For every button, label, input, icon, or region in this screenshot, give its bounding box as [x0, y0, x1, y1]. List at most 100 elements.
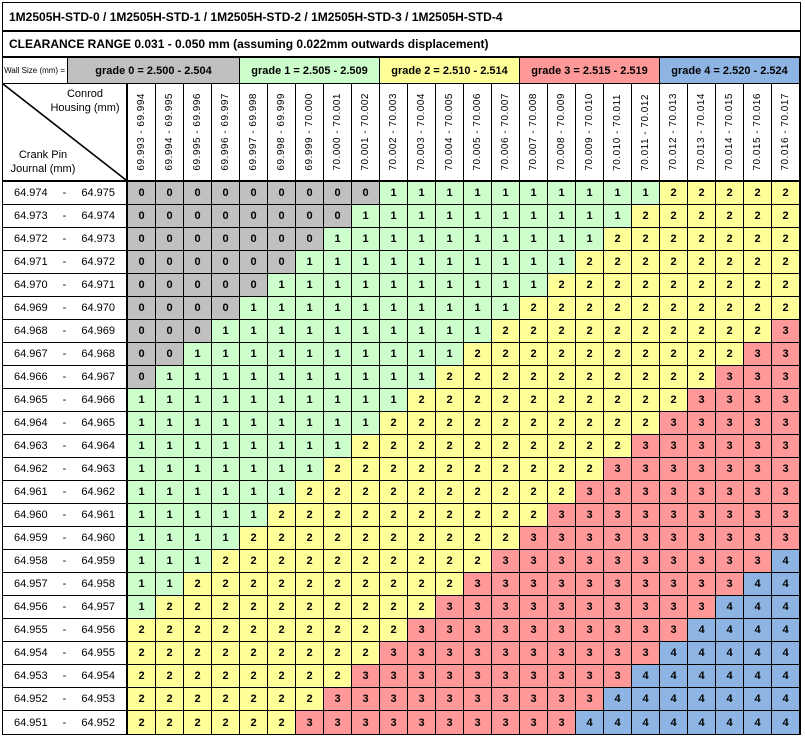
grade-cell: 4 [688, 619, 716, 641]
grade-cell: 1 [212, 366, 240, 388]
grade-cell: 4 [688, 642, 716, 664]
grade-cell: 1 [268, 297, 296, 319]
grade-cell: 2 [268, 504, 296, 526]
grade-cell: 2 [156, 711, 184, 734]
grade-cell: 2 [128, 665, 156, 687]
grade-cell: 0 [268, 228, 296, 250]
row-label: 64.962-64.963 [3, 458, 128, 480]
grade-cell: 2 [212, 573, 240, 595]
table-row: 64.953-64.954 2 2 2 2 2 2 2 2 3 3 3 3 3 3 3 3 3 3 4 4 4 4 4 4 [3, 665, 800, 688]
grade-cell: 4 [772, 642, 800, 664]
grade-cell: 0 [156, 205, 184, 227]
grade-cell: 1 [184, 481, 212, 503]
grade-cell: 3 [576, 573, 604, 595]
grade-cell: 2 [464, 527, 492, 549]
column-header: 70.001 - 70.002 [352, 84, 380, 180]
grade-cell: 1 [492, 297, 520, 319]
grade-cell: 1 [380, 251, 408, 273]
grade-cell: 2 [240, 619, 268, 641]
grade-cell: 4 [660, 711, 688, 734]
grade-cell: 1 [184, 435, 212, 457]
grade-cell: 2 [268, 642, 296, 664]
grade-cell: 1 [352, 343, 380, 365]
grade-cell: 3 [688, 527, 716, 549]
grade-cell: 3 [660, 435, 688, 457]
grade-cell: 0 [184, 274, 212, 296]
grade-cell: 3 [660, 412, 688, 434]
grade-cell: 2 [604, 366, 632, 388]
grade-cell: 2 [492, 458, 520, 480]
grade-cell: 1 [240, 297, 268, 319]
grade-cell: 3 [548, 527, 576, 549]
grade-cell: 2 [156, 619, 184, 641]
grade-cell: 2 [324, 458, 352, 480]
grade-cell: 2 [240, 642, 268, 664]
row-label: 64.952-64.953 [3, 688, 128, 710]
grade-cell: 2 [352, 642, 380, 664]
grade-cell: 2 [576, 389, 604, 411]
grade-cell: 1 [352, 389, 380, 411]
grade-cell: 2 [688, 343, 716, 365]
grade-cell: 0 [128, 251, 156, 273]
grade-cell: 3 [660, 458, 688, 480]
grade-cell: 1 [380, 297, 408, 319]
table-row: 64.962-64.963 1 1 1 1 1 1 1 2 2 2 2 2 2 2 2 2 2 3 3 3 3 3 3 3 [3, 458, 800, 481]
grade-cell: 0 [128, 182, 156, 204]
grade-cell: 2 [772, 228, 800, 250]
grade-cell: 2 [380, 504, 408, 526]
grade-cell: 2 [324, 481, 352, 503]
grade-cell: 0 [240, 274, 268, 296]
grade-cell: 3 [688, 389, 716, 411]
grade-cell: 4 [604, 688, 632, 710]
grade-cell: 0 [212, 297, 240, 319]
grade-cell: 1 [408, 297, 436, 319]
grade-cell: 2 [688, 251, 716, 273]
grade-cell: 0 [352, 182, 380, 204]
column-header: 70.015 - 70.016 [744, 84, 772, 180]
grade-cell: 1 [464, 205, 492, 227]
grade-cell: 1 [380, 228, 408, 250]
grade-cell: 4 [632, 711, 660, 734]
grade-cell: 2 [632, 297, 660, 319]
grade-cell: 1 [380, 205, 408, 227]
grade-cell: 1 [184, 458, 212, 480]
grade-cell: 1 [436, 251, 464, 273]
grade-cell: 1 [380, 343, 408, 365]
row-label: 64.965-64.966 [3, 389, 128, 411]
grade-cell: 2 [632, 205, 660, 227]
grade-cell: 1 [436, 320, 464, 342]
column-header: 70.003 - 70.004 [408, 84, 436, 180]
grade-cell: 2 [128, 619, 156, 641]
grade-cell: 0 [128, 366, 156, 388]
grade-cell: 3 [548, 688, 576, 710]
grade-cell: 1 [520, 228, 548, 250]
row-label: 64.970-64.971 [3, 274, 128, 296]
grade-cell: 3 [660, 550, 688, 572]
grade-cell: 3 [744, 458, 772, 480]
grade-cell: 0 [156, 182, 184, 204]
grade-cell: 2 [128, 642, 156, 664]
grade-cell: 2 [296, 527, 324, 549]
grade-cell: 3 [352, 665, 380, 687]
grade-cell: 2 [212, 665, 240, 687]
grade-cell: 1 [408, 320, 436, 342]
grade-cell: 1 [324, 251, 352, 273]
grade-cell: 2 [576, 297, 604, 319]
grade-cell: 2 [184, 711, 212, 734]
grade-cell: 3 [408, 688, 436, 710]
grade-cell: 1 [324, 366, 352, 388]
grade-cell: 1 [156, 458, 184, 480]
grade-cell: 2 [240, 665, 268, 687]
grade-cell: 2 [296, 481, 324, 503]
table-row: 64.965-64.966 1 1 1 1 1 1 1 1 1 1 2 2 2 2 2 2 2 2 2 2 3 3 3 3 [3, 389, 800, 412]
grade-cell: 2 [296, 573, 324, 595]
column-header: 69.995 - 69.996 [184, 84, 212, 180]
grade-cell: 4 [688, 688, 716, 710]
grade-cell: 1 [464, 274, 492, 296]
grade-cell: 0 [184, 320, 212, 342]
grade-grid: 64.974-64.975 0 0 0 0 0 0 0 0 0 1 1 1 1 1 1 1 1 1 1 2 2 2 2 2 64.… [3, 182, 800, 734]
row-label: 64.973-64.974 [3, 205, 128, 227]
grade-cell: 3 [492, 711, 520, 734]
grade-cell: 2 [296, 642, 324, 664]
grade-cell: 0 [296, 182, 324, 204]
